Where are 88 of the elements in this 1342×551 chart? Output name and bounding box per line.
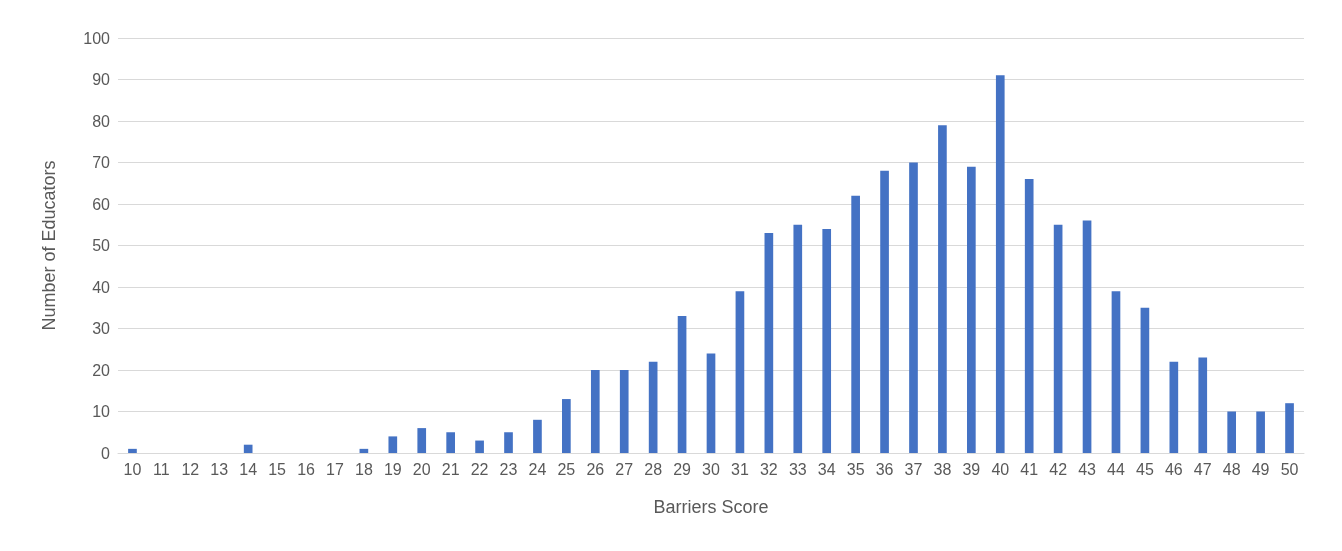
x-tick-label: 33: [788, 460, 807, 478]
y-tick-label: 50: [92, 237, 111, 254]
bar: [851, 195, 860, 453]
x-tick-label: 27: [615, 460, 634, 478]
y-axis-title: Number of Educators: [39, 160, 59, 331]
x-tick-label: 31: [731, 460, 749, 478]
x-tick-label: 48: [1222, 460, 1241, 478]
x-tick-label: 20: [412, 460, 431, 478]
x-tick-label: 15: [268, 460, 287, 478]
x-tick-label: 47: [1193, 460, 1212, 478]
x-tick-label: 11: [153, 460, 170, 478]
x-tick-label: 50: [1280, 460, 1299, 478]
bar: [446, 432, 455, 453]
x-tick-label: 40: [991, 460, 1010, 478]
bar: [388, 436, 398, 453]
bar: [648, 361, 658, 453]
y-tick-label: 80: [92, 112, 111, 130]
x-axis-title: Barriers Score: [653, 497, 769, 517]
x-tick-label: 36: [875, 460, 894, 478]
bar: [1227, 411, 1237, 453]
bar: [1053, 224, 1063, 453]
y-tick-label: 90: [92, 71, 111, 88]
bar: [735, 291, 745, 453]
bar: [677, 316, 687, 453]
bar: [938, 125, 947, 453]
bar: [706, 353, 716, 453]
x-tick-label: 32: [759, 460, 778, 478]
bar: [562, 399, 571, 453]
x-tick-label: 19: [383, 460, 402, 478]
x-tick-label: 17: [326, 460, 344, 478]
x-tick-label: 34: [817, 460, 836, 478]
x-tick-label: 39: [962, 460, 981, 478]
y-tick-label: 70: [92, 154, 111, 171]
x-tick-label: 46: [1164, 460, 1183, 478]
x-tick-label: 38: [933, 460, 952, 478]
y-tick-label: 0: [101, 444, 111, 462]
bar: [475, 440, 484, 453]
bar: [1082, 220, 1092, 453]
bar: [1285, 403, 1294, 453]
x-tick-label: 49: [1251, 460, 1270, 478]
bar: [1256, 411, 1265, 453]
bar: [822, 228, 832, 453]
bar: [1198, 357, 1208, 453]
bar: [880, 170, 889, 453]
x-tick-label: 45: [1136, 460, 1154, 478]
y-tick-label: 30: [92, 320, 111, 337]
x-tick-label: 37: [904, 460, 923, 478]
y-tick-label: 60: [92, 195, 111, 213]
y-tick-label: 10: [92, 403, 111, 420]
bar: [1140, 307, 1150, 453]
bar: [793, 224, 803, 453]
x-tick-label: 42: [1049, 460, 1068, 478]
bar: [1111, 291, 1121, 453]
bar: [504, 432, 513, 453]
x-tick-label: 18: [354, 460, 373, 478]
bar: [417, 428, 427, 453]
y-tick-label: 40: [92, 278, 111, 296]
x-tick-label: 24: [528, 460, 547, 478]
x-tick-label: 28: [644, 460, 663, 478]
x-tick-label: 10: [123, 460, 142, 478]
x-tick-label: 14: [239, 460, 258, 478]
x-tick-label: 13: [210, 460, 229, 478]
bar: [128, 448, 137, 453]
x-tick-label: 35: [846, 460, 865, 478]
x-tick-label: 30: [702, 460, 720, 478]
x-tick-label: 25: [557, 460, 576, 478]
x-tick-label: 22: [470, 460, 489, 478]
x-tick-label: 41: [1020, 460, 1039, 478]
x-tick-label: 21: [441, 460, 460, 478]
bar: [1169, 361, 1179, 453]
bar: [590, 370, 600, 453]
y-tick-label: 20: [92, 361, 111, 379]
bar: [967, 166, 976, 453]
bar: [243, 444, 253, 453]
x-tick-label: 23: [499, 460, 518, 478]
bar: [619, 370, 629, 453]
x-tick-label: 26: [586, 460, 605, 478]
bar: [533, 419, 542, 453]
y-tick-label: 100: [83, 29, 111, 47]
x-tick-label: 44: [1107, 460, 1125, 478]
bar: [995, 75, 1005, 453]
x-tick-label: 16: [297, 460, 316, 478]
x-tick-label: 43: [1078, 460, 1097, 478]
bar: [1024, 179, 1034, 453]
x-tick-label: 12: [181, 460, 200, 478]
bar: [909, 162, 918, 453]
bar: [764, 233, 774, 453]
x-tick-label: 29: [673, 460, 692, 478]
